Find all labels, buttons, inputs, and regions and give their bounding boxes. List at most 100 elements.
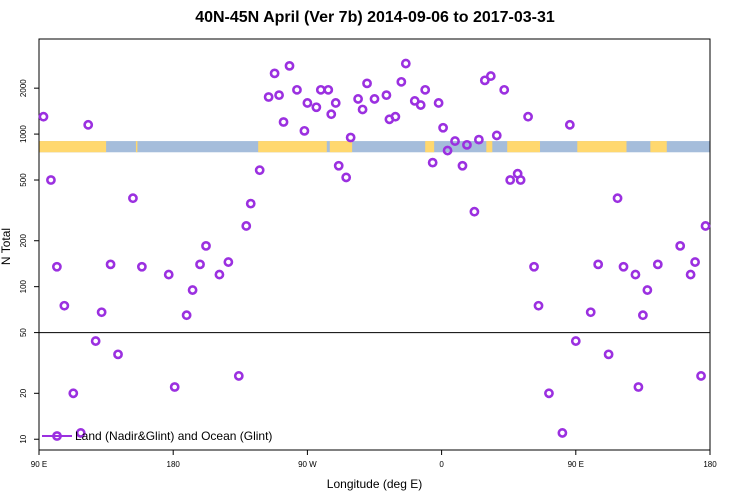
data-point — [457, 160, 468, 171]
data-point — [396, 76, 407, 87]
data-point — [362, 78, 372, 89]
data-point — [96, 307, 107, 318]
data-point — [642, 285, 653, 295]
data-point — [523, 111, 533, 122]
y-tick-label: 1000 — [19, 125, 28, 143]
y-tick-label: 50 — [19, 328, 28, 337]
data-point — [284, 60, 295, 71]
data-point — [302, 98, 313, 108]
data-point — [333, 160, 344, 171]
data-point — [638, 310, 648, 321]
data-point — [169, 382, 180, 392]
x-tick-label: 90 E — [31, 460, 47, 469]
x-tick-label: 180 — [703, 460, 717, 469]
data-point — [618, 261, 629, 272]
data-point — [675, 240, 686, 251]
y-tick-label: 500 — [19, 173, 28, 187]
plot-frame — [38, 38, 711, 451]
data-point — [499, 84, 510, 95]
y-tick-label: 200 — [19, 234, 28, 248]
data-point — [469, 206, 480, 217]
data-point — [462, 139, 472, 150]
data-point — [700, 221, 711, 231]
data-point — [278, 117, 289, 127]
data-point — [83, 119, 94, 130]
land-segment — [650, 141, 667, 153]
data-point — [113, 349, 123, 360]
legend-marker — [52, 431, 62, 441]
data-point — [345, 132, 356, 143]
y-axis: 10 20 50 100 200 500 1000 2000 — [19, 79, 39, 444]
data-point — [438, 122, 448, 133]
data-point — [315, 84, 326, 95]
data-point — [696, 371, 706, 381]
data-point — [529, 261, 539, 272]
data-point — [612, 193, 623, 204]
data-point — [195, 259, 205, 270]
data-point — [187, 285, 198, 295]
land-segment — [135, 141, 138, 153]
data-point — [390, 111, 401, 122]
data-point — [263, 92, 274, 102]
data-point — [201, 240, 211, 251]
y-tick-label: 20 — [19, 388, 28, 397]
x-tick-label: 180 — [167, 460, 181, 469]
data-point — [505, 175, 516, 185]
data-point — [433, 98, 444, 108]
land-segment — [39, 141, 107, 153]
data-point — [652, 259, 663, 270]
data-point — [326, 109, 337, 120]
data-point — [90, 336, 101, 346]
data-point — [491, 130, 502, 141]
land-ocean-band — [39, 141, 710, 153]
land-segment — [425, 141, 435, 153]
data-point — [690, 257, 700, 267]
data-point — [75, 428, 86, 438]
data-point — [570, 336, 581, 346]
legend-label: Land (Nadir&Glint) and Ocean (Glint) — [75, 429, 272, 443]
data-point — [299, 125, 310, 136]
data-points — [38, 58, 711, 438]
data-point — [450, 136, 460, 146]
data-point — [564, 119, 575, 130]
data-point — [269, 68, 280, 79]
x-axis-label: Longitude (deg E) — [327, 477, 422, 491]
data-point — [254, 165, 265, 176]
land-segment — [329, 141, 353, 153]
data-point — [515, 175, 526, 185]
y-tick-label: 100 — [19, 279, 28, 293]
data-point — [357, 104, 368, 115]
data-point — [353, 94, 363, 104]
x-tick-label: 0 — [439, 460, 444, 469]
data-point — [223, 257, 234, 267]
y-axis-label: N Total — [0, 228, 13, 265]
data-point — [181, 310, 192, 321]
data-point — [630, 269, 641, 280]
data-point — [341, 172, 352, 183]
data-point — [105, 259, 116, 270]
ocean-band — [39, 141, 710, 153]
chart-title: 40N-45N April (Ver 7b) 2014-09-06 to 201… — [195, 9, 555, 26]
x-tick-label: 90 W — [298, 460, 317, 469]
data-point — [485, 71, 496, 81]
data-point — [46, 175, 56, 185]
land-segment — [258, 141, 327, 153]
data-point — [241, 221, 252, 231]
data-point — [51, 261, 62, 272]
land-segment — [486, 141, 493, 153]
data-point — [323, 84, 334, 95]
land-segment — [507, 141, 541, 153]
x-axis: 90 E 180 90 W 0 90 E 180 — [31, 450, 717, 469]
data-point — [274, 90, 284, 101]
data-point — [245, 198, 256, 209]
data-point — [214, 269, 225, 280]
data-point — [442, 145, 453, 156]
data-point — [557, 428, 568, 438]
data-point — [233, 371, 244, 381]
data-point — [292, 84, 302, 95]
data-point — [533, 300, 544, 311]
data-point — [163, 269, 174, 280]
data-point — [633, 382, 644, 392]
data-point — [400, 58, 411, 69]
